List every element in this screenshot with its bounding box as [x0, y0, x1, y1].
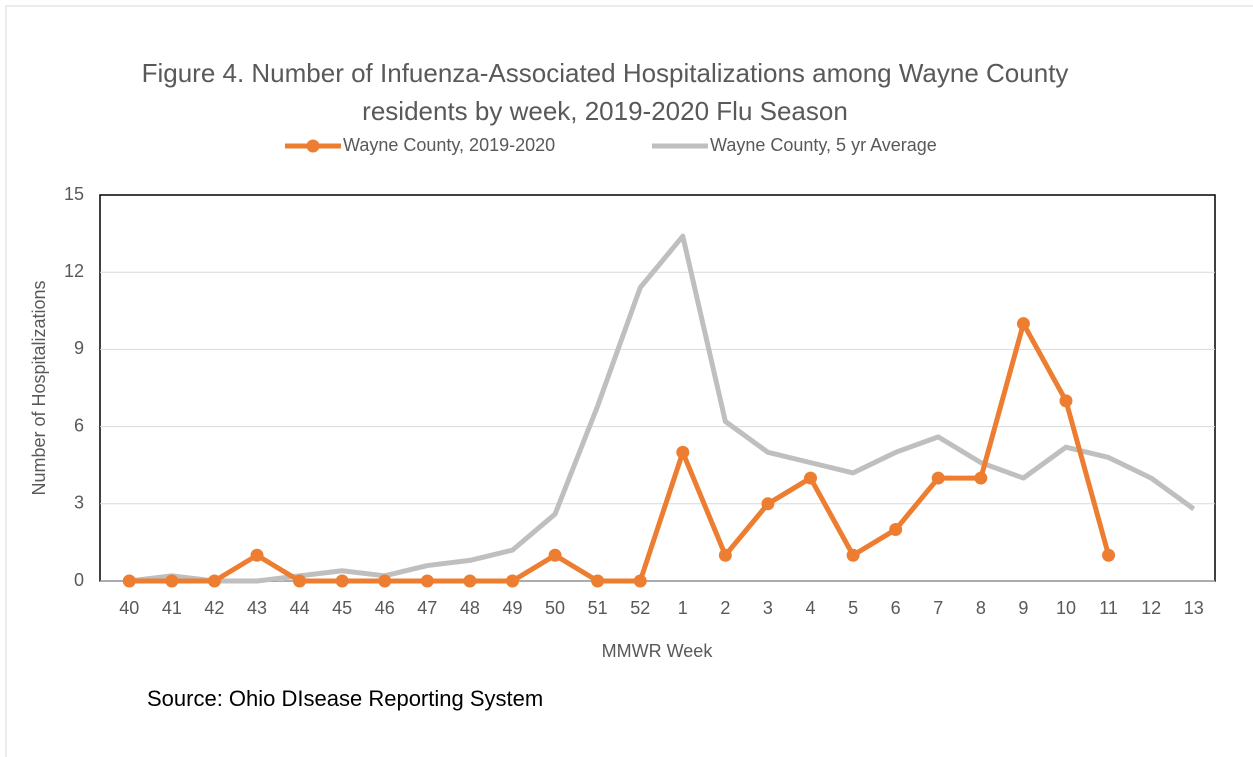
data-point	[250, 548, 264, 562]
x-tick-label: 2	[720, 598, 730, 618]
x-axis-label: MMWR Week	[602, 641, 714, 661]
data-point	[1059, 394, 1073, 408]
y-tick-label: 3	[74, 493, 84, 513]
chart-title: Figure 4. Number of Infuenza-Associated …	[141, 58, 1069, 126]
x-tick-label: 47	[417, 598, 437, 618]
y-tick-label: 9	[74, 338, 84, 358]
x-tick-label: 49	[502, 598, 522, 618]
x-tick-label: 8	[976, 598, 986, 618]
y-tick-label: 0	[74, 570, 84, 590]
x-tick-label: 11	[1099, 598, 1118, 618]
source-note: Source: Ohio DIsease Reporting System	[147, 686, 544, 711]
x-tick-label: 40	[119, 598, 139, 618]
data-point	[165, 574, 179, 588]
y-tick-label: 6	[74, 415, 84, 435]
data-point	[718, 548, 732, 562]
x-tick-label: 5	[848, 598, 858, 618]
x-tick-label: 41	[162, 598, 182, 618]
data-point	[633, 574, 647, 588]
data-point	[889, 523, 903, 537]
data-point	[676, 445, 690, 459]
x-tick-label: 52	[630, 598, 650, 618]
chart-border	[5, 5, 1253, 757]
data-point	[420, 574, 434, 588]
x-tick-label: 13	[1184, 598, 1204, 618]
data-point	[931, 471, 945, 485]
data-point	[974, 471, 988, 485]
data-point	[207, 574, 221, 588]
y-axis-label: Number of Hospitalizations	[29, 280, 49, 495]
x-tick-label: 12	[1141, 598, 1161, 618]
series-line	[129, 321, 1111, 584]
data-point	[761, 497, 775, 511]
x-tick-label: 42	[204, 598, 224, 618]
x-tick-label: 1	[678, 598, 688, 618]
x-tick-label: 4	[806, 598, 816, 618]
x-tick-label: 50	[545, 598, 565, 618]
x-tick-label: 44	[290, 598, 310, 618]
data-point	[293, 574, 307, 588]
y-tick-label: 12	[64, 261, 84, 281]
data-point	[463, 574, 477, 588]
x-tick-label: 6	[891, 598, 901, 618]
legend-label: Wayne County, 5 yr Average	[710, 135, 937, 155]
x-tick-label: 43	[247, 598, 267, 618]
x-tick-label: 51	[588, 598, 608, 618]
series-line	[128, 233, 1196, 584]
data-point	[505, 574, 519, 588]
x-tick-label: 7	[933, 598, 943, 618]
legend-label: Wayne County, 2019-2020	[343, 135, 555, 155]
legend-marker	[306, 139, 320, 153]
data-point	[804, 471, 818, 485]
data-point	[378, 574, 392, 588]
x-tick-label: 3	[763, 598, 773, 618]
x-tick-label: 46	[375, 598, 395, 618]
data-point	[591, 574, 605, 588]
data-point	[335, 574, 349, 588]
data-point	[846, 548, 860, 562]
x-tick-label: 48	[460, 598, 480, 618]
x-tick-label: 45	[332, 598, 352, 618]
data-point	[122, 574, 136, 588]
x-tick-label: 9	[1018, 598, 1028, 618]
x-tick-label: 10	[1056, 598, 1076, 618]
y-tick-label: 15	[64, 184, 84, 204]
data-point	[548, 548, 562, 562]
data-point	[1016, 317, 1030, 331]
data-point	[1102, 548, 1116, 562]
